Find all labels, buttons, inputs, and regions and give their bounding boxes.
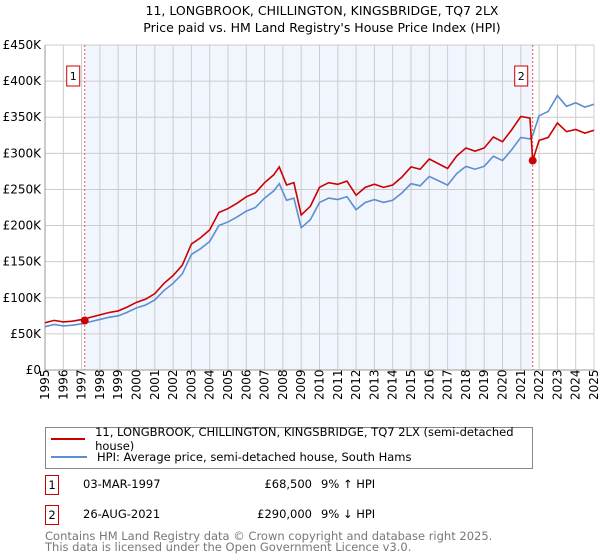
legend-item-hpi: HPI: Average price, semi-detached house,… [46, 448, 411, 466]
legend-item-property: 11, LONGBROOK, CHILLINGTON, KINGSBRIDGE,… [46, 425, 532, 453]
x-tick-label: 2003 [184, 369, 198, 400]
y-tick-label: £0 [26, 363, 41, 377]
y-tick-label: £250K [3, 182, 43, 196]
x-tick-label: 2005 [221, 369, 235, 400]
sale-label: 2 [518, 70, 525, 83]
x-tick-label: 2019 [477, 369, 491, 400]
hpi-line [44, 94, 595, 328]
sale-price: £68,500 [264, 477, 312, 491]
x-tick-label: 2001 [148, 369, 162, 400]
chart-title: 11, LONGBROOK, CHILLINGTON, KINGSBRIDGE,… [146, 3, 499, 18]
y-tick-label: £400K [3, 74, 43, 88]
x-tick-label: 2002 [166, 369, 180, 400]
sale-point [528, 156, 537, 165]
x-tick-label: 2024 [569, 369, 583, 400]
x-tick-label: 2011 [331, 369, 345, 400]
property-price-line [44, 115, 595, 324]
x-tick-label: 2007 [258, 369, 272, 400]
x-tick-label: 2023 [550, 369, 564, 400]
x-tick-label: 2004 [203, 369, 217, 400]
y-tick-label: £100K [3, 291, 43, 305]
x-tick-label: 1999 [111, 369, 125, 400]
price-chart: 11, LONGBROOK, CHILLINGTON, KINGSBRIDGE,… [3, 3, 600, 400]
x-tick-label: 2020 [496, 369, 510, 400]
y-tick-label: £50K [10, 327, 42, 341]
sale-marker-badge: 2 [45, 505, 59, 525]
x-tick-label: 1997 [75, 369, 89, 400]
y-tick-label: £150K [3, 255, 43, 269]
y-tick-label: £450K [3, 38, 43, 52]
x-tick-label: 2010 [313, 369, 327, 400]
chart-subtitle: Price paid vs. HM Land Registry's House … [143, 20, 500, 35]
x-tick-label: 2000 [130, 369, 144, 400]
x-tick-label: 2021 [514, 369, 528, 400]
sale-label-box [514, 65, 529, 87]
sale-row: 1 03-MAR-1997 £68,500 9% ↑ HPI [45, 475, 585, 495]
x-tick-label: 2013 [367, 369, 381, 400]
legend-label: 11, LONGBROOK, CHILLINGTON, KINGSBRIDGE,… [95, 425, 514, 453]
x-tick-label: 2008 [276, 369, 290, 400]
sale-label-box [66, 65, 81, 87]
x-tick-label: 2009 [294, 369, 308, 400]
x-tick-label: 1998 [93, 369, 107, 400]
footer-licence: This data is licensed under the Open Gov… [45, 540, 412, 554]
sale-hpi-diff: 9% ↑ HPI [321, 477, 376, 491]
legend-label: HPI: Average price, semi-detached house,… [97, 450, 412, 464]
sale-point [80, 316, 89, 325]
x-tick-label: 1996 [56, 369, 70, 400]
x-tick-label: 2025 [587, 369, 600, 400]
x-tick-label: 1995 [38, 369, 52, 400]
y-tick-label: £350K [3, 110, 43, 124]
x-tick-label: 2022 [532, 369, 546, 400]
x-tick-label: 2006 [239, 369, 253, 400]
x-tick-label: 2012 [349, 369, 363, 400]
footer-copyright: Contains HM Land Registry data © Crown c… [45, 529, 493, 543]
sale-price: £290,000 [257, 507, 312, 521]
legend-swatch-red [51, 438, 86, 440]
legend: 11, LONGBROOK, CHILLINGTON, KINGSBRIDGE,… [45, 425, 533, 469]
sale-marker-badge: 1 [45, 475, 59, 495]
sale-row: 2 26-AUG-2021 £290,000 9% ↓ HPI [45, 505, 585, 525]
x-tick-label: 2016 [422, 369, 436, 400]
y-tick-label: £300K [3, 146, 43, 160]
sale-hpi-diff: 9% ↓ HPI [321, 507, 376, 521]
y-tick-label: £200K [3, 219, 43, 233]
sale-date: 26-AUG-2021 [83, 507, 161, 521]
sale-date: 03-MAR-1997 [83, 477, 161, 491]
legend-swatch-blue [51, 456, 87, 458]
x-tick-label: 2018 [459, 369, 473, 400]
x-tick-label: 2015 [404, 369, 418, 400]
x-tick-label: 2017 [441, 369, 455, 400]
sale-label: 1 [70, 70, 77, 83]
footer: Contains HM Land Registry data © Crown c… [45, 529, 493, 554]
x-tick-label: 2014 [386, 369, 400, 400]
